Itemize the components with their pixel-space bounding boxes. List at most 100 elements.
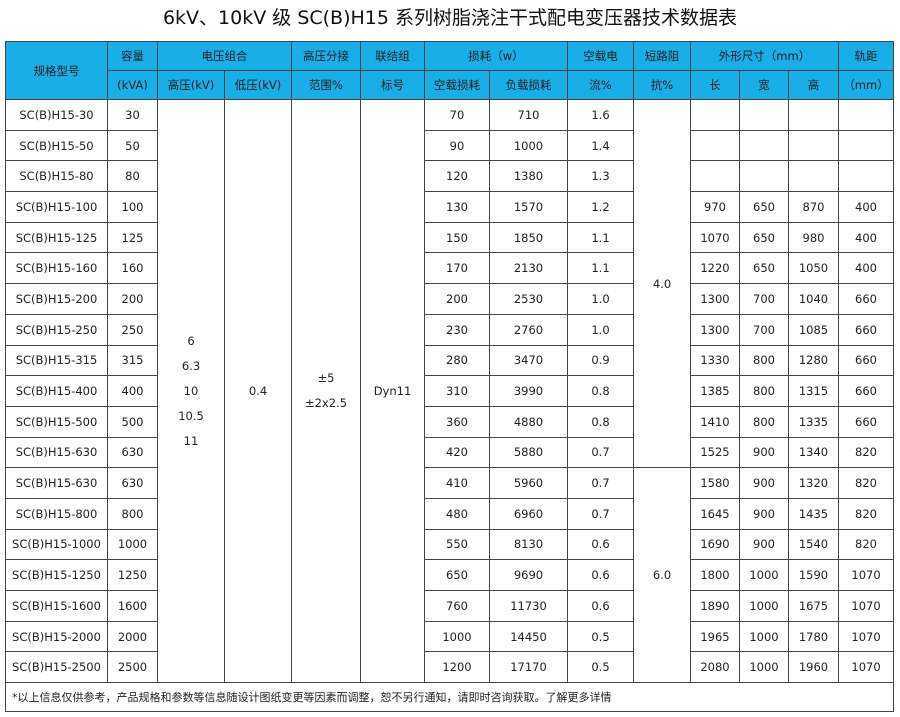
cell-noload-current: 1.1 — [567, 221, 634, 254]
header-tap-unit: 范围% — [291, 70, 361, 100]
table-row: SC(B)H15-80 80 120 1380 1.3 — [5, 160, 895, 193]
cell-load-loss: 9690 — [489, 559, 568, 591]
table-row: SC(B)H15-2500 2500 1200 17170 0.5 2080 1000 196… — [5, 651, 895, 684]
cell-track: 660 — [838, 313, 895, 346]
table-row: SC(B)H15-1600 1600 760 11730 0.6 1890 1000 1675… — [5, 590, 895, 622]
cell-noload-current: 0.7 — [567, 497, 634, 530]
cell-model: SC(B)H15-100 — [5, 191, 108, 223]
cell-width: 900 — [739, 467, 789, 499]
cell-noload-current: 1.0 — [567, 313, 634, 346]
cell-load-loss: 5960 — [489, 467, 568, 499]
cell-noload-loss: 200 — [424, 283, 490, 315]
cell-track: 400 — [838, 221, 895, 254]
cell-length: 1890 — [690, 590, 740, 622]
cell-noload-loss: 550 — [424, 528, 490, 561]
cell-track: 820 — [838, 467, 895, 499]
cell-capacity: 315 — [107, 344, 158, 377]
header-load-loss: 负载损耗 — [489, 70, 568, 100]
cell-height: 1780 — [787, 620, 840, 653]
cell-capacity: 1600 — [107, 590, 158, 622]
cell-model: SC(B)H15-1600 — [5, 590, 108, 622]
cell-width: 650 — [739, 221, 789, 254]
merged-value: ±5 — [317, 371, 335, 386]
cell-capacity: 630 — [107, 436, 158, 469]
cell-model: SC(B)H15-160 — [5, 252, 108, 285]
cell-noload-loss: 650 — [424, 559, 490, 591]
cell-height: 1050 — [787, 252, 840, 285]
cell-width: 1000 — [739, 620, 789, 653]
cell-width: 800 — [739, 344, 789, 377]
cell-track: 660 — [838, 375, 895, 407]
cell-noload-loss: 1200 — [424, 651, 490, 684]
cell-height: 1590 — [787, 559, 840, 591]
cell-noload-loss: 280 — [424, 344, 490, 377]
cell-track — [838, 129, 895, 162]
cell-height: 1280 — [787, 344, 840, 377]
cell-capacity: 250 — [107, 313, 158, 346]
cell-width: 900 — [739, 436, 789, 469]
cell-width: 1000 — [739, 651, 789, 684]
cell-load-loss: 1380 — [489, 160, 568, 193]
cell-height: 980 — [787, 221, 840, 254]
cell-noload-current: 0.8 — [567, 375, 634, 407]
header-impedance-2: 抗% — [633, 70, 691, 100]
cell-track: 1070 — [838, 620, 895, 653]
cell-load-loss: 8130 — [489, 528, 568, 561]
cell-load-loss: 710 — [489, 99, 568, 131]
cell-model: SC(B)H15-30 — [5, 99, 108, 131]
cell-width: 700 — [739, 283, 789, 315]
cell-noload-loss: 230 — [424, 313, 490, 346]
cell-noload-current: 0.9 — [567, 344, 634, 377]
cell-load-loss: 14450 — [489, 620, 568, 653]
cell-height — [787, 160, 840, 193]
table-row: SC(B)H15-400 400 310 3990 0.8 1385 800 1315 660 — [5, 375, 895, 407]
cell-length — [690, 99, 740, 131]
cell-impedance-merged: 6.0 — [633, 467, 691, 684]
cell-length: 1800 — [690, 559, 740, 591]
cell-height: 1085 — [787, 313, 840, 346]
cell-hv-merged: 6 6.3 10 10.5 11 — [157, 98, 225, 684]
cell-model: SC(B)H15-2500 — [5, 651, 108, 684]
cell-noload-current: 1.4 — [567, 129, 634, 162]
cell-load-loss: 11730 — [489, 590, 568, 622]
cell-capacity: 1250 — [107, 559, 158, 591]
header-lv: 低压(kV) — [224, 70, 292, 100]
cell-impedance-merged: 4.0 — [633, 98, 691, 469]
header-noload-loss: 空载损耗 — [424, 70, 490, 100]
cell-noload-loss: 130 — [424, 191, 490, 223]
cell-noload-loss: 410 — [424, 467, 490, 499]
cell-track: 660 — [838, 405, 895, 438]
cell-load-loss: 6960 — [489, 497, 568, 530]
cell-noload-loss: 420 — [424, 436, 490, 469]
cell-noload-current: 1.1 — [567, 252, 634, 285]
cell-length: 1300 — [690, 313, 740, 346]
cell-noload-current: 0.5 — [567, 620, 634, 653]
cell-width: 800 — [739, 375, 789, 407]
cell-width — [739, 160, 789, 193]
merged-value: 10.5 — [178, 408, 204, 423]
cell-noload-loss: 760 — [424, 590, 490, 622]
cell-load-loss: 3990 — [489, 375, 568, 407]
cell-model: SC(B)H15-200 — [5, 283, 108, 315]
table-row: SC(B)H15-2000 2000 1000 14450 0.5 1965 1000 178… — [5, 620, 895, 653]
cell-height: 1960 — [787, 651, 840, 684]
cell-capacity: 30 — [107, 99, 158, 131]
header-tap: 高压分接 — [291, 41, 361, 71]
cell-model: SC(B)H15-250 — [5, 313, 108, 346]
cell-height: 1435 — [787, 497, 840, 530]
table-row: SC(B)H15-800 800 480 6960 0.7 1645 900 1435 820 — [5, 497, 895, 530]
table-row: SC(B)H15-630 630 410 5960 0.7 6.0 1580 900 1320 8… — [5, 467, 895, 684]
cell-track: 1070 — [838, 590, 895, 622]
header-group: 联结组 — [360, 41, 425, 71]
table-row: SC(B)H15-100 100 130 1570 1.2 970 650 870 400 — [5, 191, 895, 223]
header-height: 高 — [787, 70, 840, 100]
cell-load-loss: 2530 — [489, 283, 568, 315]
cell-model: SC(B)H15-315 — [5, 344, 108, 377]
cell-length: 1580 — [690, 467, 740, 499]
cell-length: 1330 — [690, 344, 740, 377]
header-noload-current-2: 流% — [567, 70, 634, 100]
table-row: SC(B)H15-1000 1000 550 8130 0.6 1690 900 1540 82… — [5, 528, 895, 561]
cell-width: 900 — [739, 497, 789, 530]
cell-width — [739, 129, 789, 162]
header-track-unit: （mm） — [838, 70, 895, 100]
